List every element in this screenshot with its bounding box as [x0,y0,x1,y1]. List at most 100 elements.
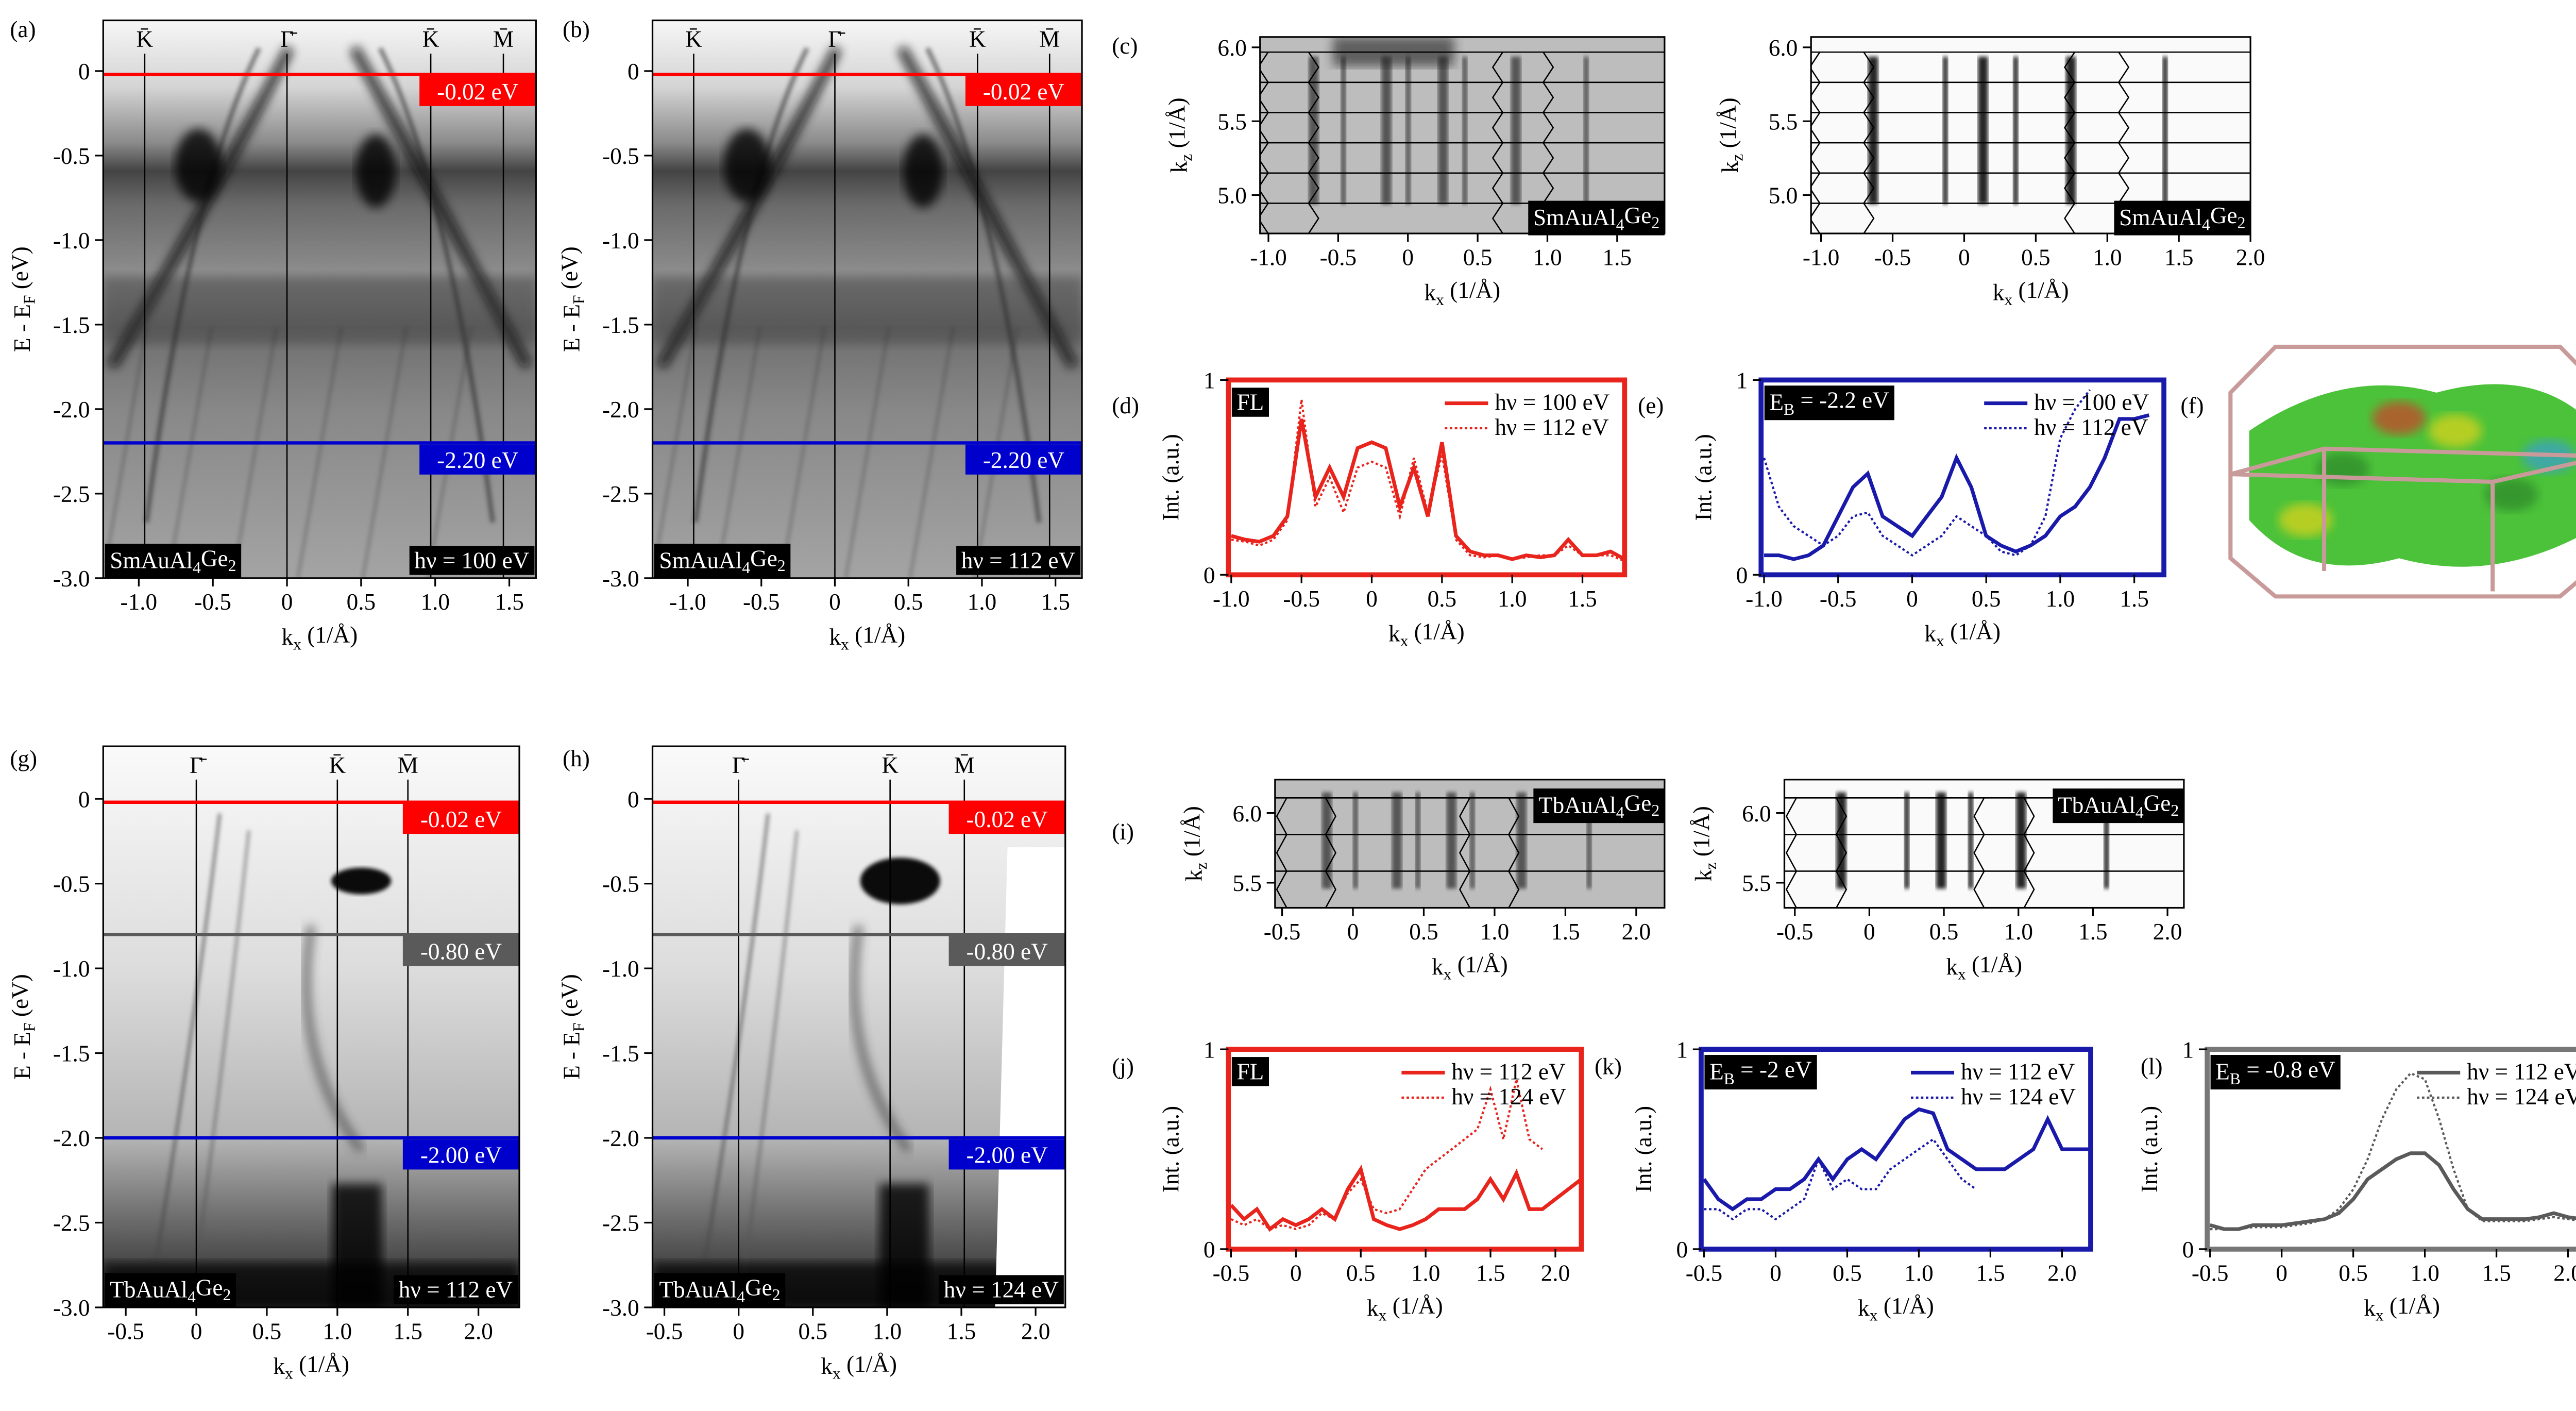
energy-cut-label: -0.02 eV [437,79,519,105]
panel-label: (b) [563,16,590,42]
x-tick-label: -0.5 [107,1318,144,1344]
text-part: 2 [223,1286,231,1304]
text-part: x [2376,1306,2384,1324]
band [844,327,890,578]
y-tick-label: 1 [1676,1037,1688,1063]
y-tick-label: -1.0 [53,228,90,254]
text-part: (1/Å) [849,622,905,648]
label-text: SmAuAl4Ge2 [659,545,785,577]
legend-label: hν = 100 eV [2034,390,2149,415]
map-feature [1586,792,1592,889]
text-part: 4 [2202,215,2210,233]
energy-cut-label-bg [948,936,1065,966]
label-box: TbAuAl4Ge2 [2053,788,2184,824]
y-tick-label: -0.5 [602,143,639,169]
x-tick-label: 0.5 [894,589,923,615]
y-axis-label: E - EF (eV) [556,246,588,352]
x-tick-label: 0 [191,1318,202,1344]
y-tick-label: 0 [628,786,639,812]
text-part: (1/Å) [1444,277,1500,303]
panel-label: (h) [563,746,590,771]
bz-edge [1785,834,1848,872]
label-box: TbAuAl4Ge2 [654,1273,786,1308]
text-part: B [1784,400,1794,418]
x-tick-label: -1.0 [669,589,706,615]
bz-edge [1276,870,1336,908]
text-part: TbAuAl [659,1277,737,1303]
text-part: k [1924,621,1936,647]
series-line [1704,1137,1977,1221]
text-part: Ge [1624,790,1652,816]
text-part: (1/Å) [1688,806,1714,862]
x-tick-label: -1.0 [1213,586,1250,612]
text-part: (eV) [7,246,33,295]
x-tick-label: 0 [281,589,293,615]
frame [102,745,520,1308]
label-bg [1231,1057,1269,1086]
x-tick-label: 2.0 [1021,1318,1050,1344]
energy-cut-label: -0.02 eV [420,807,502,832]
bz-edge [1785,870,1848,908]
band [296,327,343,578]
y-tick-label: 0 [78,786,90,812]
x-tick-label: 0 [1906,586,1918,612]
text-part: 4 [1616,215,1624,233]
y-axis-label: kz (1/Å) [1164,97,1196,173]
x-tick-label: 1.5 [1976,1260,2005,1286]
text-part: (1/Å) [1451,952,1507,978]
bz-edge [1260,82,1319,113]
surface-shade [2279,503,2332,537]
text-part: z [1702,862,1720,869]
x-tick-label: 1.5 [495,589,524,615]
bz-edge [1276,834,1336,872]
fermi-surface-3d [2228,344,2576,599]
map-feature [1438,56,1448,204]
text-part: k [1432,954,1444,980]
y-tick-label: 0 [1204,1237,1215,1263]
band [378,47,496,523]
label-box: hν = 112 eV [394,1275,518,1304]
text-part: k [1690,869,1716,881]
series-line [1763,389,2091,557]
frame [1810,36,2251,234]
x-tick-label: 1.0 [2046,586,2075,612]
energy-cut-label: -0.02 eV [967,807,1048,832]
text-part: x [1444,965,1452,983]
map-feature [1392,792,1402,889]
text-part: x [2004,291,2012,309]
panel-label: (j) [1112,1054,1134,1080]
text-part: (eV) [556,246,582,295]
text-part: F [570,295,588,304]
x-axis-label: kx (1/Å) [1388,619,1465,650]
frame [102,19,537,579]
map-feature [1516,792,1527,889]
text-part: FL [1237,1059,1264,1084]
text-part: x [1379,1306,1387,1324]
band [103,327,148,578]
label-box: SmAuAl4Ge2 [654,544,791,579]
label-bg [2114,200,2251,236]
image-edge [995,847,1065,1307]
label-box: hν = 124 eV [939,1275,1064,1304]
map-feature [1353,792,1358,889]
x-tick-label: 1.0 [1498,586,1527,612]
y-tick-label: -1.0 [602,956,639,982]
y-axis-label: Int. (a.u.) [2137,1106,2162,1192]
label-bg [2210,1055,2341,1090]
panel-label: (d) [1112,393,1139,418]
text-part: x [833,1365,841,1383]
bz-edge [1492,173,1554,204]
y-tick-label: 5.5 [1742,870,1771,896]
band [850,925,912,1153]
text-part: (1/Å) [1164,97,1190,154]
image-area [103,20,536,578]
panel-label: (l) [2141,1054,2163,1080]
label-box: FL [1231,1057,1269,1086]
label-box: TbAuAl4Ge2 [105,1273,236,1308]
frame [1259,36,1666,234]
band [652,277,1082,344]
x-tick-label: -0.5 [646,1318,683,1344]
text-part: FL [1237,390,1264,415]
